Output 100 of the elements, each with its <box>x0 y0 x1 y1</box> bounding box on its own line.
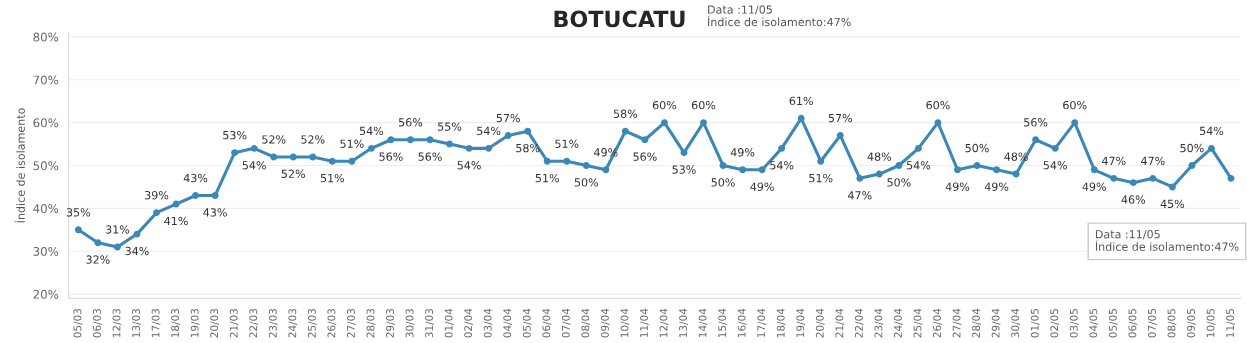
data-label: 39% <box>145 190 169 200</box>
data-label: 50% <box>965 143 989 153</box>
x-tick-label: 12/04 <box>659 308 669 338</box>
data-label: 60% <box>926 100 950 110</box>
y-tick-label: 60% <box>33 118 59 128</box>
point <box>739 166 747 174</box>
data-label: 61% <box>789 96 813 106</box>
point <box>1149 174 1157 182</box>
data-label: 55% <box>438 122 462 131</box>
point <box>797 114 805 122</box>
point <box>719 162 727 169</box>
x-tick-label: 25/03 <box>307 308 317 338</box>
point <box>309 153 317 161</box>
point <box>231 149 239 157</box>
x-tick-label: 20/04 <box>815 308 825 338</box>
data-label: 60% <box>1063 100 1087 110</box>
data-label: 54% <box>242 161 266 170</box>
point <box>954 166 961 174</box>
x-tick-label: 06/05 <box>1128 309 1138 338</box>
data-label: 52% <box>281 169 305 179</box>
data-label: 51% <box>809 173 833 183</box>
x-tick-label: 20/03 <box>210 308 219 338</box>
x-tick-label: 28/04 <box>972 308 981 338</box>
x-tick-label: 07/05 <box>1147 309 1157 338</box>
annotation: Data :11/05 Índice de isolamento:47% <box>1095 230 1239 251</box>
point <box>1032 136 1040 144</box>
x-tick-label: 23/03 <box>268 308 278 338</box>
point <box>446 140 454 148</box>
data-label: 60% <box>652 100 677 110</box>
data-label: 53% <box>672 165 696 174</box>
x-tick-label: 30/03 <box>405 308 415 338</box>
point <box>641 136 649 144</box>
data-label: 35% <box>66 208 91 217</box>
data-label: 52% <box>262 135 286 144</box>
data-label: 53% <box>223 130 247 140</box>
x-tick-label: 02/05 <box>1050 309 1060 338</box>
x-tick-label: 05/04 <box>522 308 532 338</box>
chart-title: BOTUCATU <box>554 10 685 28</box>
data-label: 56% <box>1024 118 1048 127</box>
y-tick-label: 50% <box>33 161 59 171</box>
x-tick-label: 21/03 <box>229 308 239 338</box>
point <box>465 144 473 152</box>
x-tick-label: 29/04 <box>991 308 1001 338</box>
x-tick-label: 04/05 <box>1089 309 1099 338</box>
point <box>778 144 786 152</box>
data-label: 56% <box>398 118 423 127</box>
point <box>914 144 922 152</box>
x-tick-label: 09/04 <box>600 308 610 338</box>
data-label: 46% <box>1121 195 1146 204</box>
x-tick-label: 22/03 <box>249 308 259 338</box>
point <box>1227 174 1235 182</box>
x-tick-label: 22/04 <box>854 308 864 338</box>
point <box>1207 144 1215 152</box>
data-label: 32% <box>86 255 110 264</box>
y-tick-label: 20% <box>33 289 59 299</box>
x-tick-label: 27/04 <box>952 308 962 338</box>
x-tick-label: 18/03 <box>171 308 180 338</box>
x-tick-label: 02/04 <box>464 308 473 338</box>
x-tick-label: 09/05 <box>1187 309 1196 338</box>
data-label: 50% <box>887 178 911 187</box>
data-label: 60% <box>691 100 716 110</box>
x-tick-label: 17/04 <box>757 308 766 338</box>
point <box>1168 183 1176 191</box>
x-tick-label: 11/04 <box>640 308 649 338</box>
point <box>192 192 200 199</box>
point <box>660 119 668 127</box>
data-label: 54% <box>1199 126 1224 136</box>
x-tick-label: 14/04 <box>698 308 708 338</box>
x-tick-label: 19/04 <box>796 308 806 338</box>
x-tick-label: 01/05 <box>1030 309 1040 338</box>
x-tick-label: 26/03 <box>327 308 337 338</box>
point <box>582 162 590 169</box>
point <box>387 136 395 144</box>
point <box>1129 179 1137 187</box>
point <box>875 170 883 178</box>
data-label: 54% <box>477 126 501 136</box>
data-label: 58% <box>613 109 638 118</box>
point <box>289 153 297 161</box>
data-label: 57% <box>828 113 852 123</box>
point <box>758 166 766 174</box>
point <box>895 162 903 169</box>
x-tick-label: 11/05 <box>1226 309 1235 338</box>
x-tick-label: 03/04 <box>483 308 493 338</box>
point <box>563 157 571 165</box>
x-tick-label: 16/04 <box>737 308 747 338</box>
point <box>426 136 434 144</box>
data-label: 50% <box>1180 143 1204 153</box>
data-label: 51% <box>320 173 345 183</box>
x-tick-label: 19/03 <box>190 308 200 338</box>
point <box>328 157 336 165</box>
x-tick-label: 05/03 <box>73 308 83 338</box>
data-label: 56% <box>418 152 442 161</box>
x-tick-label: 15/04 <box>718 308 727 338</box>
x-tick-label: 10/05 <box>1206 309 1216 338</box>
y-tick-label: 80% <box>33 32 59 42</box>
x-tick-label: 13/04 <box>679 308 688 338</box>
data-label: 49% <box>1082 182 1106 191</box>
point <box>543 157 551 165</box>
point <box>993 166 1001 174</box>
point <box>817 157 825 165</box>
